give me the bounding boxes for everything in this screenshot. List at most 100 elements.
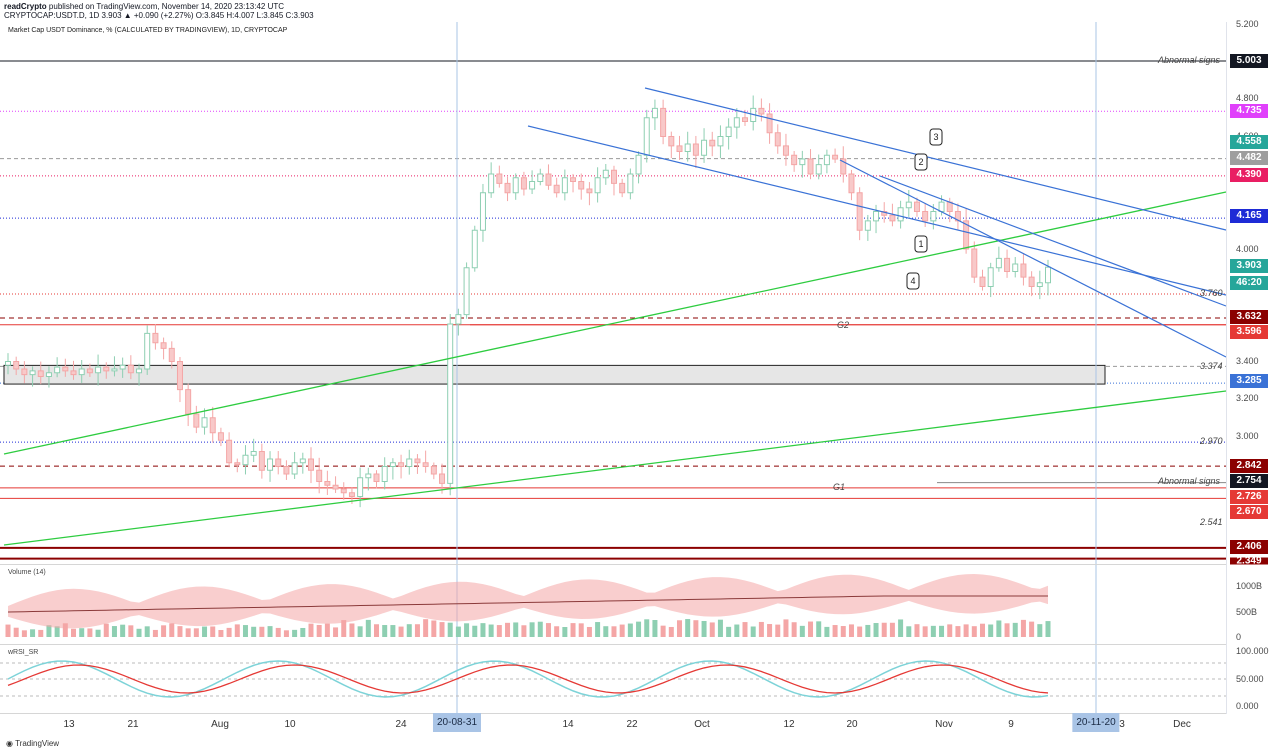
volume-bar [1045, 621, 1051, 637]
candle-body [201, 417, 208, 428]
blue-trendline [527, 125, 1227, 296]
candle-body [553, 184, 560, 194]
candle-body [938, 201, 945, 212]
volume-bar [816, 621, 822, 637]
candle-body [570, 177, 577, 182]
volume-bar [840, 626, 846, 637]
price-axis[interactable] [1226, 22, 1280, 714]
candle-body [561, 177, 568, 194]
candle-body [537, 173, 544, 182]
x-tick: Aug [211, 719, 229, 730]
volume-bar [799, 625, 805, 637]
green-trendline [3, 390, 1227, 546]
volume-bar [349, 623, 355, 637]
crosshair-date-label: 20-11-20 [1072, 713, 1120, 732]
candle-body [398, 462, 405, 467]
volume-bar [120, 624, 126, 637]
volume-bar [414, 624, 420, 637]
candle-body [447, 323, 454, 484]
volume-bar [521, 625, 527, 637]
candle-body [733, 117, 740, 128]
volume-bar [275, 627, 281, 637]
candle-body [389, 462, 396, 467]
countdown-badge: 46:20 [1230, 276, 1268, 290]
callout-box [914, 235, 928, 253]
volume-bar [480, 623, 486, 637]
x-tick: 20 [846, 719, 858, 730]
candle-body [144, 332, 151, 370]
price-tick: 3.400 [1236, 356, 1259, 366]
candle-body [357, 477, 364, 497]
volume-bar [472, 625, 478, 637]
candle-body [635, 154, 642, 175]
volume-bar [726, 626, 732, 637]
volume-bar [21, 630, 27, 637]
volume-tick: 0 [1236, 632, 1242, 642]
price-badge: 2.726 [1230, 490, 1268, 504]
candle-body [209, 417, 216, 434]
level-label: 3.760 [1200, 288, 1223, 298]
blue-trendline [644, 87, 1227, 231]
candle-body [267, 458, 274, 471]
volume-bar [922, 626, 928, 637]
candle-body [799, 158, 806, 166]
candle-body [455, 314, 462, 325]
volume-bar [5, 624, 11, 637]
volume-bar [545, 623, 551, 637]
volume-bar [283, 630, 289, 637]
candle-body [1028, 276, 1035, 287]
volume-bar [300, 627, 306, 637]
volume-bar [906, 626, 912, 637]
tradingview-logo[interactable]: ◉ TradingView [6, 739, 59, 748]
volume-bar [709, 622, 715, 637]
candle-body [299, 458, 306, 464]
callout-number: 4 [910, 276, 915, 286]
candle-body [275, 458, 282, 467]
pane-divider[interactable] [0, 564, 1226, 565]
author-name: readCrypto [4, 2, 47, 11]
rsi-pane-title: wRSI_SR [8, 649, 39, 656]
candle-body [873, 211, 880, 222]
volume-bar [979, 623, 985, 637]
candle-body [283, 466, 290, 475]
candle-body [913, 201, 920, 212]
candle-body [995, 257, 1002, 269]
volume-bar [848, 624, 854, 637]
candle-body [136, 368, 143, 374]
candle-body [512, 177, 519, 194]
pane-divider[interactable] [0, 644, 1226, 645]
candle-body [610, 169, 617, 184]
price-badge: 3.285 [1230, 374, 1268, 388]
candle-body [185, 389, 192, 415]
volume-bar [316, 624, 322, 637]
candle-body [70, 370, 77, 376]
candle-body [471, 229, 478, 269]
volume-bar [455, 626, 461, 637]
candle-body [21, 368, 28, 376]
candle-body [709, 139, 716, 147]
callout-box [914, 153, 928, 171]
candle-body [439, 473, 446, 484]
volume-bar [971, 626, 977, 637]
volume-bar [374, 624, 380, 637]
candle-body [1004, 257, 1011, 272]
candle-body [86, 368, 93, 374]
candle-body [922, 211, 929, 222]
x-tick: 24 [395, 719, 407, 730]
candle-body [307, 458, 314, 471]
volume-bar [169, 623, 175, 637]
volume-bar [136, 628, 142, 637]
volume-bar [79, 628, 85, 637]
volume-bar [406, 624, 412, 637]
candle-body [381, 466, 388, 482]
candle-body [316, 469, 323, 482]
candle-body [95, 366, 102, 374]
volume-bar [603, 626, 609, 637]
support-zone-box [3, 364, 1106, 385]
candle-body [971, 248, 978, 278]
volume-bar [865, 624, 871, 637]
publish-info: readCrypto published on TradingView.com,… [4, 2, 284, 12]
candle-body [529, 181, 536, 190]
volume-bar [1012, 622, 1018, 637]
